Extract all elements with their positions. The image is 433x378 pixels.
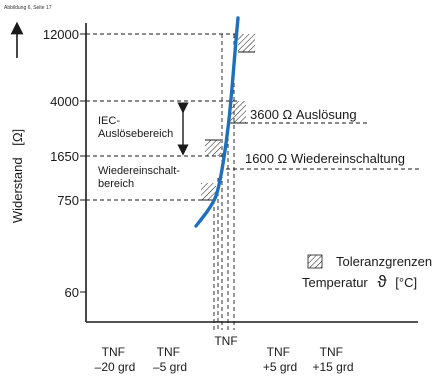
tolerance-box-12000 <box>238 34 255 52</box>
resistance-curve <box>194 16 240 228</box>
legend-tolerance-label: Toleranzgrenzen <box>336 254 432 269</box>
legend-hatch-swatch <box>307 254 323 269</box>
x-tick-tnf-plus15: TNF +15 grd <box>312 345 353 374</box>
x-tick-tnf-minus5: TNF –5 grd <box>153 345 187 374</box>
figure-caption: Abbildung 6, Seite 17 <box>4 5 52 11</box>
reset-zone-label: Wiedereinschalt- bereich <box>98 165 183 190</box>
vertical-reference-lines <box>213 34 235 330</box>
y-tick-label-1650: 1650 <box>50 149 79 164</box>
tolerance-box-3600 <box>230 101 246 123</box>
y-tick-label-12000: 12000 <box>43 27 79 42</box>
horizontal-reference-lines <box>86 33 420 201</box>
y-tick-label-750: 750 <box>57 193 79 208</box>
x-tick-tnf: TNF <box>214 334 237 348</box>
y-ticks: 12000 4000 1650 750 60 <box>43 27 86 300</box>
y-axis-label-group: Widerstand [Ω] <box>10 21 25 223</box>
y-tick-label-4000: 4000 <box>50 94 79 109</box>
y-axis-label: Widerstand [Ω] <box>10 129 25 223</box>
x-tick-tnf-plus5: TNF +5 grd <box>263 345 297 374</box>
tolerance-box-750 <box>201 183 216 200</box>
legend-temperature-label: Temperatur ϑ [°C] <box>302 272 417 291</box>
tolerance-box-1650 <box>205 140 221 156</box>
y-tick-label-60: 60 <box>65 285 79 300</box>
legend: Toleranzgrenzen Temperatur ϑ [°C] <box>302 254 432 291</box>
x-tick-labels: TNF –20 grd TNF –5 grd TNF TNF +5 grd TN… <box>95 334 354 374</box>
iec-zone-label: IEC- Auslösebereich <box>98 115 173 140</box>
x-tick-tnf-minus20: TNF –20 grd <box>95 345 136 374</box>
tolerance-boxes <box>201 34 255 201</box>
reset-label: 1600 Ω Wiedereinschaltung <box>245 151 405 166</box>
trip-label: 3600 Ω Auslösung <box>250 107 357 122</box>
